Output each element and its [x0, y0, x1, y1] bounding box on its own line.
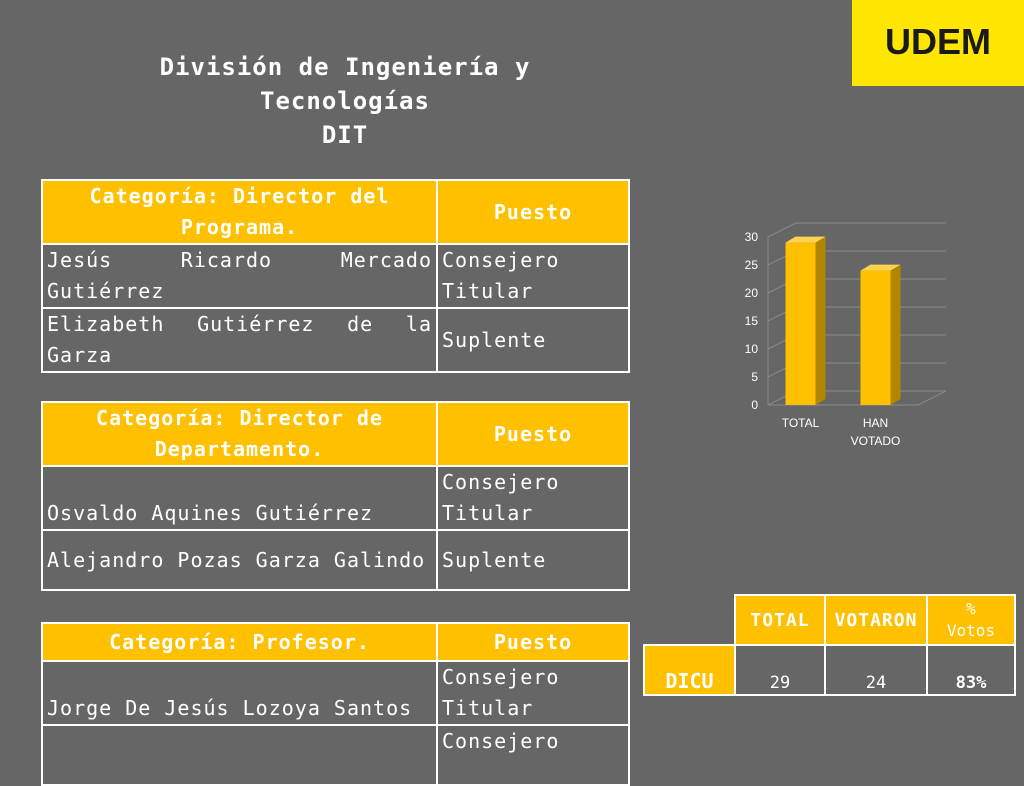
bar — [860, 270, 891, 405]
bar-top — [785, 236, 826, 243]
y-tick-label: 20 — [745, 286, 759, 300]
votes-summary-table: TOTAL VOTARON % Votos DICU 29 24 83% — [643, 594, 1016, 696]
y-tick-label: 5 — [751, 370, 758, 384]
category-header: Categoría: Director de Departamento. — [41, 401, 438, 467]
table-row: Elizabeth Gutiérrez de la Garza Suplente — [41, 307, 630, 373]
member-name: Osvaldo Aquines Gutiérrez — [41, 465, 438, 531]
y-tick-label: 10 — [745, 342, 759, 356]
votes-header-row: TOTAL VOTARON % Votos — [644, 594, 1016, 646]
member-name: Elizabeth Gutiérrez de la Garza — [41, 307, 438, 373]
category-header: Categoría: Profesor. — [41, 622, 438, 662]
role-header: Puesto — [436, 622, 630, 662]
member-name — [41, 724, 438, 786]
title-line-3: DIT — [321, 121, 369, 149]
member-role: Suplente — [436, 307, 630, 373]
title-line-1: División de Ingeniería y — [159, 53, 531, 81]
y-tick-label: 30 — [745, 230, 759, 244]
member-name: Jesús Ricardo Mercado Gutiérrez — [41, 243, 438, 309]
role-header: Puesto — [436, 179, 630, 245]
total-header: TOTAL — [734, 594, 826, 646]
member-role: Suplente — [436, 529, 630, 591]
table-header-row: Categoría: Director del Programa. Puesto — [41, 179, 630, 245]
dicu-label: DICU — [643, 644, 736, 696]
x-tick-label: VOTADO — [851, 434, 901, 448]
bar-side — [815, 236, 826, 405]
table-row: Alejandro Pozas Garza Galindo Suplente — [41, 529, 630, 591]
votaron-value: 24 — [824, 644, 928, 696]
director-departamento-table: Categoría: Director de Departamento. Pue… — [41, 401, 630, 591]
member-name: Alejandro Pozas Garza Galindo — [41, 529, 438, 591]
table-header-row: Categoría: Profesor. Puesto — [41, 622, 630, 662]
table-header-row: Categoría: Director de Departamento. Pue… — [41, 401, 630, 467]
y-tick-label: 15 — [745, 314, 759, 328]
member-role: Consejero — [436, 724, 630, 786]
votaron-header: VOTARON — [824, 594, 928, 646]
role-header: Puesto — [436, 401, 630, 467]
y-tick-label: 0 — [751, 398, 758, 412]
member-role: Consejero Titular — [436, 243, 630, 309]
total-value: 29 — [734, 644, 826, 696]
table-row: Osvaldo Aquines Gutiérrez Consejero Titu… — [41, 465, 630, 531]
votes-bar-chart: 0 5 10 15 20 25 30 TOTAL HAN VOTADO — [745, 222, 947, 448]
table-row: Consejero — [41, 724, 630, 786]
percent-value: 83% — [926, 644, 1016, 696]
x-tick-label: TOTAL — [782, 416, 820, 430]
y-tick-label: 25 — [745, 258, 759, 272]
floor-edge — [917, 390, 947, 406]
profesor-table: Categoría: Profesor. Puesto Jorge De Jes… — [41, 622, 630, 786]
votos-label: Votos — [946, 621, 996, 640]
table-row: Jorge De Jesús Lozoya Santos Consejero T… — [41, 660, 630, 726]
member-role: Consejero Titular — [436, 465, 630, 531]
category-header: Categoría: Director del Programa. — [41, 179, 438, 245]
empty-cell — [644, 595, 735, 645]
grid-diagonal — [767, 222, 797, 238]
bar — [785, 242, 816, 405]
percent-header: % Votos — [926, 594, 1016, 646]
table-row: DICU 29 24 83% — [643, 644, 1016, 696]
member-name: Jorge De Jesús Lozoya Santos — [41, 660, 438, 726]
percent-symbol: % — [966, 599, 976, 618]
x-tick-label: HAN — [863, 416, 888, 430]
page-title: División de Ingeniería y Tecnologías DIT — [40, 50, 650, 152]
logo-text: UDEM — [885, 21, 991, 62]
director-programa-table: Categoría: Director del Programa. Puesto… — [41, 179, 630, 373]
udem-logo: UDEM — [852, 0, 1024, 86]
table-row: Jesús Ricardo Mercado Gutiérrez Consejer… — [41, 243, 630, 309]
bar-top — [860, 264, 901, 271]
member-role: Consejero Titular — [436, 660, 630, 726]
title-line-2: Tecnologías — [260, 87, 430, 115]
bar-side — [890, 264, 901, 405]
